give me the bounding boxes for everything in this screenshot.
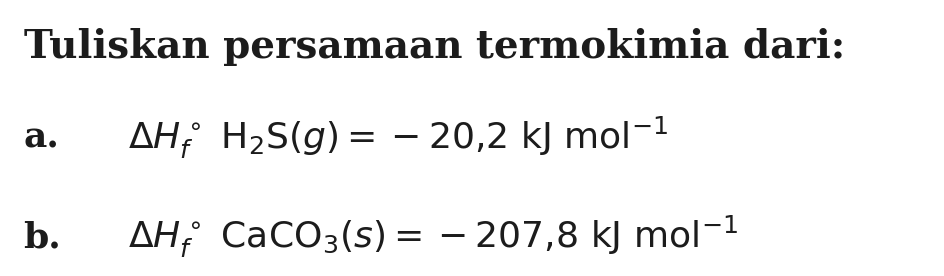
Text: $\Delta H_f^\circ\ \mathrm{H_2S}(g) = -20{,}2\ \mathrm{kJ\ mol^{-1}}$: $\Delta H_f^\circ\ \mathrm{H_2S}(g) = -2… xyxy=(127,115,667,161)
Text: $\Delta H_f^\circ\ \mathrm{CaCO_3}(s) = -207{,}8\ \mathrm{kJ\ mol^{-1}}$: $\Delta H_f^\circ\ \mathrm{CaCO_3}(s) = … xyxy=(127,214,736,261)
Text: Tuliskan persamaan termokimia dari:: Tuliskan persamaan termokimia dari: xyxy=(24,28,844,66)
Text: b.: b. xyxy=(24,220,61,254)
Text: a.: a. xyxy=(24,121,59,155)
